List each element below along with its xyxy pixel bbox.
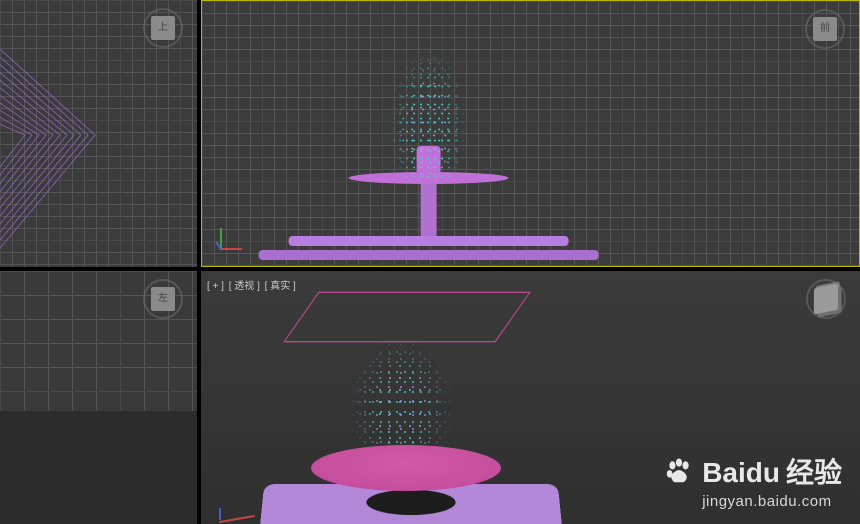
axis-z — [219, 508, 221, 520]
viewcube-face[interactable] — [814, 283, 838, 314]
viewcube-perspective[interactable] — [804, 277, 848, 321]
perspective-scene — [201, 271, 860, 524]
fountain-base-lower — [258, 250, 598, 260]
viewport-container: 上 前 左 [ + — [0, 0, 860, 524]
viewport-perspective[interactable]: [ + ] [ 透视 ] [ 真实 ] — [201, 271, 860, 524]
fountain-bowl[interactable] — [311, 445, 501, 491]
vp-menu-view[interactable]: [ 透视 ] — [229, 281, 260, 292]
axis-x — [219, 515, 255, 523]
particle-spray — [368, 10, 488, 180]
fountain-front-elevation — [228, 0, 648, 260]
viewcube-face[interactable]: 左 — [151, 287, 175, 311]
fountain-base-upper — [288, 236, 568, 246]
viewport-front[interactable]: 前 — [201, 0, 860, 267]
axis-x — [220, 248, 242, 250]
viewcube-face[interactable]: 上 — [151, 16, 175, 40]
viewport-menu[interactable]: [ + ] [ 透视 ] [ 真实 ] — [207, 277, 298, 292]
vp-menu-shading[interactable]: [ 真实 ] — [265, 281, 296, 292]
viewport-left[interactable]: 左 — [0, 271, 197, 524]
viewcube-left[interactable]: 左 — [141, 277, 185, 321]
empty-region — [0, 411, 197, 524]
fountain-stem — [420, 176, 436, 236]
viewcube-top[interactable]: 上 — [141, 6, 185, 50]
viewport-top[interactable]: 上 — [0, 0, 197, 267]
vp-menu-general[interactable]: [ + ] — [207, 281, 224, 292]
viewcube-front[interactable]: 前 — [803, 7, 847, 51]
axis-gizmo — [220, 224, 246, 250]
viewcube-face[interactable]: 前 — [813, 17, 837, 41]
